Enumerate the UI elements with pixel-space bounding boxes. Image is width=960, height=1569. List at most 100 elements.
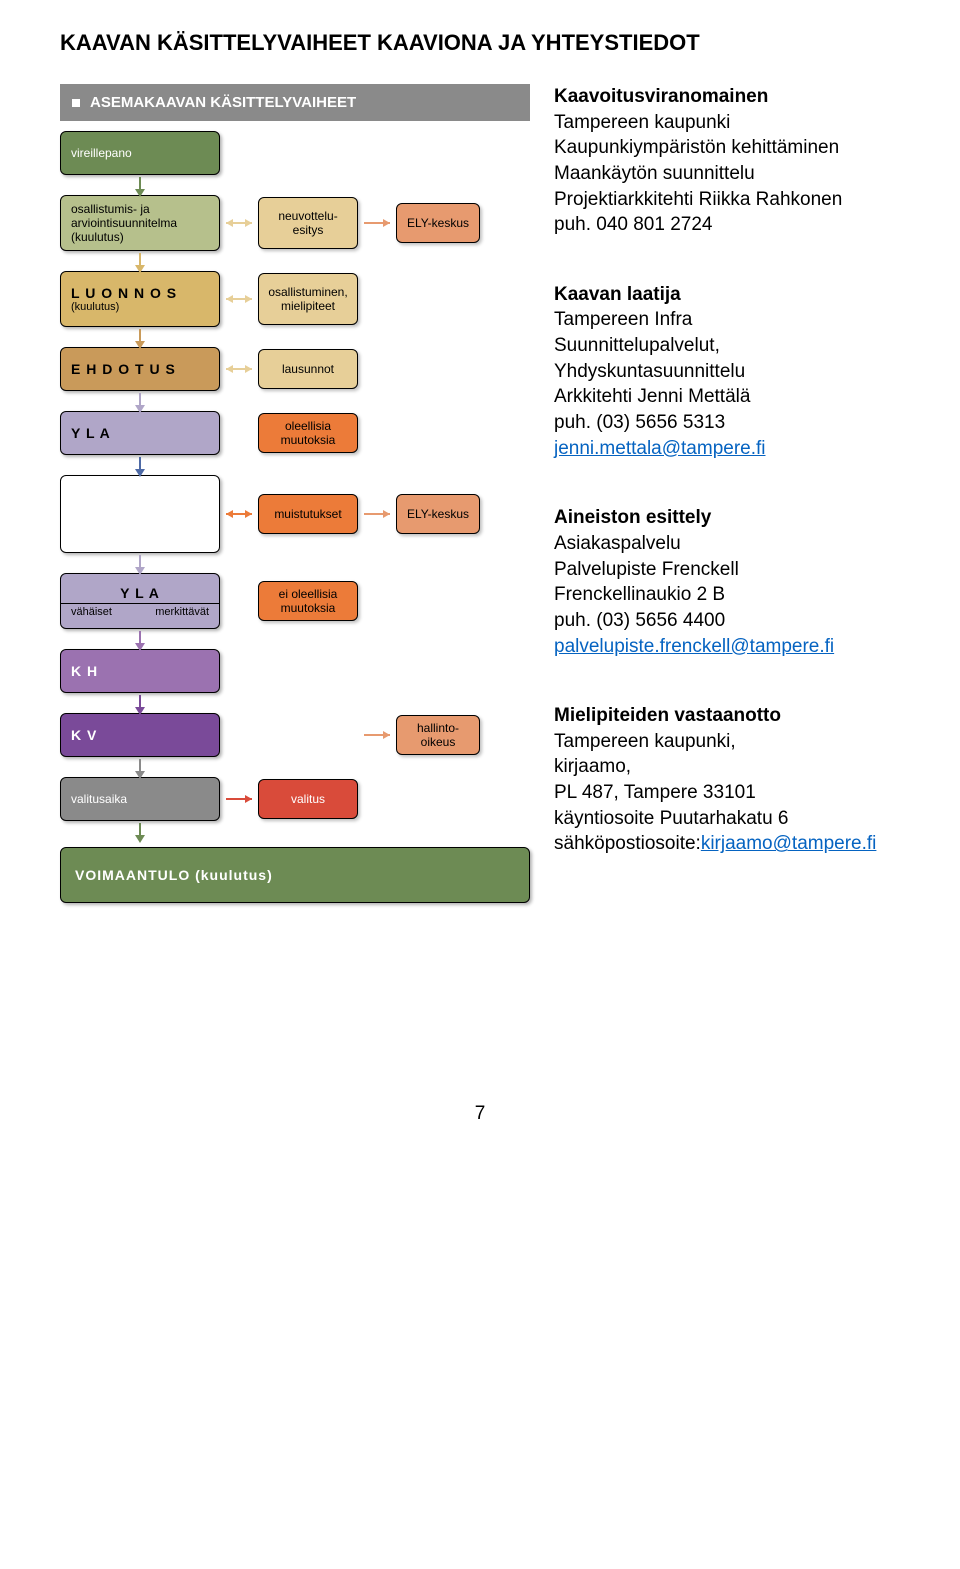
info-line: Maankäytön suunnittelu [554,161,900,187]
arrow-down-icon [135,329,145,349]
info-line: Arkkitehti Jenni Mettälä [554,384,900,410]
label: K V [71,727,209,743]
arrow-down-icon [135,631,145,651]
box-valitusaika: valitusaika [60,777,220,821]
label: NÄHTÄVILLÄOLO [71,489,209,504]
page-title: KAAVAN KÄSITTELYVAIHEET KAAVIONA JA YHTE… [60,30,900,56]
page-number: 7 [60,1103,900,1125]
box-oleellisia: oleellisia muutoksia [258,413,358,453]
box-kv: K V [60,713,220,757]
arrow-down-icon [135,555,145,575]
label: Y L A [120,585,160,601]
box-neuvottelu: neuvottelu-esitys [258,197,358,249]
box-lausunnot: lausunnot [258,349,358,389]
info-mielipiteiden: Mielipiteiden vastaanotto Tampereen kaup… [554,703,900,857]
info-line: Frenckellinaukio 2 B [554,582,900,608]
label: Y L A [71,425,209,441]
box-eioleellisia: ei oleellisia muutoksia [258,581,358,621]
sub: (kuulutus) [71,301,209,313]
stage-kv: K V hallinto-oikeus [60,713,530,757]
info-line: puh. (03) 5656 4400 [554,608,900,634]
box-valitus: valitus [258,779,358,819]
stage-luonnos: L U O N N O S (kuulutus) osallistuminen,… [60,271,530,327]
content: ASEMAKAAVAN KÄSITTELYVAIHEET vireillepan… [60,84,900,903]
arrow-right-icon [364,734,390,736]
email-link[interactable]: palvelupiste.frenckell@tampere.fi [554,636,834,657]
email-link[interactable]: jenni.mettala@tampere.fi [554,438,766,459]
info-line: Projektiarkkitehti Riikka Rahkonen [554,187,900,213]
info-line: Tampereen kaupunki, [554,729,900,755]
arrow-down-icon [135,759,145,779]
box-ehdotus: E H D O T U S [60,347,220,391]
info-kaavan-laatija: Kaavan laatija Tampereen Infra Suunnitte… [554,282,900,461]
arrow-down-icon [135,393,145,413]
arrow-down-icon [135,823,145,843]
contact-info: Kaavoitusviranomainen Tampereen kaupunki… [554,84,900,903]
arrow-bi-icon [226,222,252,224]
arrow-right-icon [226,798,252,800]
box-muistutukset: muistutukset [258,494,358,534]
arrow-right-icon [364,222,390,224]
stage-kh: K H [60,649,530,693]
info-kaavoitusviranomainen: Kaavoitusviranomainen Tampereen kaupunki… [554,84,900,238]
box-kh: K H [60,649,220,693]
box-hallinto: hallinto-oikeus [396,715,480,755]
voimaantulo-bar: VOIMAANTULO (kuulutus) [60,847,530,903]
label: E H D O T U S [71,361,209,377]
arrow-down-icon [135,695,145,715]
sub: (kuulutus) [71,504,209,516]
box-osallistumis: osallistumis- ja arviointisuunnitelma (k… [60,195,220,251]
line: (kuulutus) [71,230,209,244]
info-line: sähköpostiosoite:kirjaamo@tampere.fi [554,831,900,857]
box-yla1: Y L A [60,411,220,455]
info-line: kirjaamo, [554,754,900,780]
box-luonnos: L U O N N O S (kuulutus) [60,271,220,327]
info-line: Yhdyskuntasuunnittelu [554,359,900,385]
arrow-right-icon [364,513,390,515]
box-ely: ELY-keskus [396,203,480,243]
info-header: Aineiston esittely [554,505,900,531]
label: K H [71,663,209,679]
email-link[interactable]: kirjaamo@tampere.fi [701,833,877,854]
info-header: Mielipiteiden vastaanotto [554,703,900,729]
arrow-bi-icon [226,298,252,300]
info-header: Kaavoitusviranomainen [554,84,900,110]
info-line: Tampereen Infra [554,307,900,333]
line: arviointisuunnitelma [71,216,209,230]
stage-osallistumis: osallistumis- ja arviointisuunnitelma (k… [60,195,530,251]
info-header: Kaavan laatija [554,282,900,308]
info-line: Palvelupiste Frenckell [554,557,900,583]
label: valitusaika [71,792,209,806]
sub2: vähäiset 14 vrk [71,516,209,528]
info-line: PL 487, Tampere 33101 [554,780,900,806]
arrow-down-icon [135,253,145,273]
box-yla2: Y L A vähäiset merkittävät [60,573,220,629]
info-line: puh. 040 801 2724 [554,212,900,238]
label: L U O N N O S [71,285,209,301]
arrow-bi-icon [226,513,252,515]
sub3: merkittävät 30 vrk [71,528,209,540]
arrow-down-icon [135,177,145,197]
info-line: Kaupunkiympäristön kehittäminen [554,135,900,161]
box-vireillepano: vireillepano [60,131,220,175]
line: osallistumis- ja [71,202,209,216]
info-aineiston-esittely: Aineiston esittely Asiakaspalvelu Palvel… [554,505,900,659]
stage-nahtavillaolo: NÄHTÄVILLÄOLO (kuulutus) vähäiset 14 vrk… [60,475,530,553]
info-line: käyntiosoite Puutarhakatu 6 [554,806,900,832]
stage-yla2: Y L A vähäiset merkittävät ei oleellisia… [60,573,530,629]
info-line: Tampereen kaupunki [554,110,900,136]
box-ely2: ELY-keskus [396,494,480,534]
flowchart-header: ASEMAKAAVAN KÄSITTELYVAIHEET [60,84,530,121]
info-line: Suunnittelupalvelut, [554,333,900,359]
arrow-down-icon [135,457,145,477]
stage-yla1: Y L A oleellisia muutoksia [60,411,530,455]
sub-left: vähäiset [71,606,112,618]
label: vireillepano [71,146,209,160]
flowchart: ASEMAKAAVAN KÄSITTELYVAIHEET vireillepan… [60,84,530,903]
info-line: puh. (03) 5656 5313 [554,410,900,436]
stage-ehdotus: E H D O T U S lausunnot [60,347,530,391]
box-osallistuminen: osallistuminen, mielipiteet [258,273,358,325]
sub-right: merkittävät [155,606,209,618]
info-line: Asiakaspalvelu [554,531,900,557]
prefix: sähköpostiosoite: [554,833,701,854]
